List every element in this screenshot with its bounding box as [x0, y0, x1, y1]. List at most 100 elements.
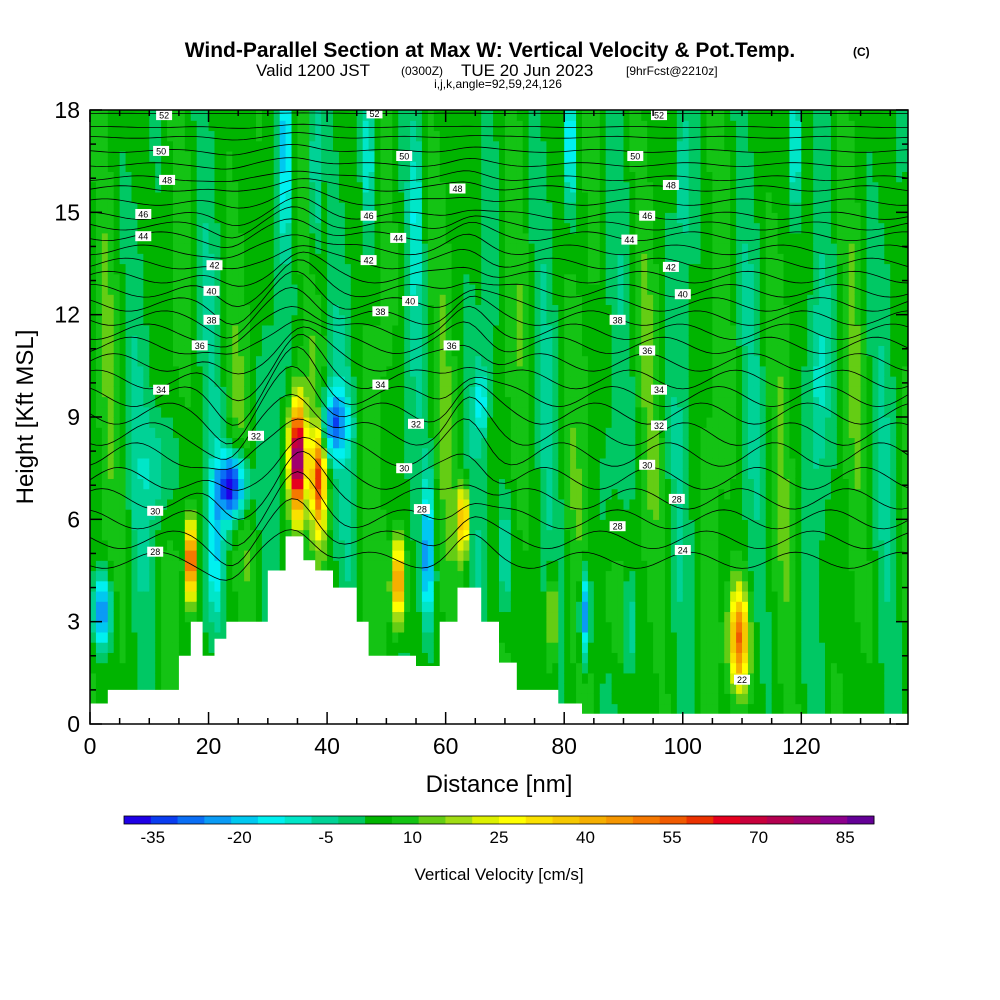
contour-line [90, 319, 908, 355]
contour-label: 30 [147, 505, 164, 516]
contour-label-text: 34 [156, 385, 166, 395]
contour-label: 30 [639, 459, 656, 470]
y-tick-label: 0 [67, 711, 80, 737]
contour-line [90, 259, 908, 308]
colorbar-swatch [231, 816, 259, 824]
forecast-label: [9hrFcst@2210z] [626, 64, 718, 78]
contour-label-text: 38 [206, 315, 216, 325]
contour-label-text: 34 [375, 380, 385, 390]
x-axis: 0 20 40 60 80 100 120 [84, 110, 891, 759]
contour-label: 40 [674, 289, 691, 300]
colorbar-swatch [525, 816, 554, 824]
contour-label: 46 [360, 210, 377, 221]
contour-label-text: 40 [206, 286, 216, 296]
contour-label-text: 46 [138, 210, 148, 220]
contour-line [90, 218, 908, 249]
contour-line [90, 498, 908, 567]
contour-label: 36 [639, 345, 656, 356]
contour-label-text: 52 [369, 109, 379, 119]
contour-label: 28 [609, 521, 626, 532]
contour-label: 46 [135, 209, 152, 220]
contour-label: 32 [651, 420, 667, 431]
contour-label-text: 50 [399, 152, 409, 162]
contour-label: 32 [408, 418, 424, 429]
contour-label-text: 50 [156, 146, 166, 156]
colorbar-swatch [847, 816, 875, 824]
contour-label-text: 48 [162, 175, 172, 185]
contour-line [90, 287, 908, 339]
colorbar-swatch [659, 816, 687, 824]
chart-title: Wind-Parallel Section at Max W: Vertical… [185, 39, 796, 62]
contour-label-text: 48 [452, 184, 462, 194]
contour-label-text: 32 [654, 421, 664, 431]
contour-line [90, 450, 908, 520]
colorbar-swatch [713, 816, 741, 824]
y-tick-label: 6 [67, 506, 80, 532]
contour-label: 50 [627, 151, 644, 162]
colorbar-swatch [766, 816, 795, 824]
contour-label-text: 30 [399, 464, 409, 474]
contour-label: 38 [203, 314, 220, 325]
contour-label: 28 [147, 546, 164, 557]
colorbar-swatch [284, 816, 312, 824]
contour-label-text: 44 [624, 235, 634, 245]
contour-label: 36 [443, 340, 460, 351]
contour-label: 34 [153, 384, 170, 395]
colorbar-tick-label: 70 [749, 828, 768, 847]
colorbar-swatch [124, 816, 152, 824]
colorbar-frame [123, 815, 875, 825]
contour-label-text: 46 [642, 211, 652, 221]
contour-label-text: 30 [642, 460, 652, 470]
contour-label-text: 24 [678, 546, 688, 556]
contour-label: 28 [413, 504, 430, 515]
colorbar-tick-label: 25 [490, 828, 509, 847]
contour-label-text: 40 [678, 290, 688, 300]
colorbar-swatch [472, 816, 500, 824]
contour-line [90, 393, 908, 460]
y-tick-label: 12 [54, 302, 80, 328]
colorbar-swatch [177, 816, 205, 824]
contour-line [90, 436, 908, 491]
contour-line [90, 187, 908, 209]
y-tick-label: 18 [54, 97, 80, 123]
colorbar-swatch [365, 816, 393, 824]
colorbar: -35 -20 -5 10 25 40 55 70 85 [123, 815, 875, 847]
contour-label: 38 [372, 306, 389, 317]
contour-line [90, 123, 908, 129]
potential-temperature-contours [90, 112, 908, 581]
valid-time-prefix: Valid 1200 JST [256, 61, 370, 80]
colorbar-tick-label: -5 [318, 828, 333, 847]
contour-label-text: 44 [138, 232, 148, 242]
contour-label: 40 [203, 285, 220, 296]
contour-label-text: 36 [642, 346, 652, 356]
copyright-mark: (C) [853, 45, 870, 59]
contour-label: 48 [159, 174, 176, 185]
contour-label-text: 32 [251, 431, 261, 441]
colorbar-swatch [606, 816, 634, 824]
colorbar-swatch [499, 816, 527, 824]
colorbar-swatch [740, 816, 768, 824]
contour-label-text: 42 [666, 262, 676, 272]
colorbar-tick-label: -20 [227, 828, 252, 847]
colorbar-swatch [793, 816, 821, 824]
contour-label-text: 42 [209, 261, 219, 271]
y-tick-label: 9 [67, 404, 80, 430]
contour-label-text: 46 [364, 211, 374, 221]
contour-line [90, 251, 908, 287]
y-tick-label: 15 [54, 199, 80, 225]
colorbar-swatch [311, 816, 339, 824]
contour-label: 50 [153, 145, 170, 156]
colorbar-tick-label: 85 [836, 828, 855, 847]
colorbar-swatch [632, 816, 661, 824]
contour-label-text: 42 [364, 256, 374, 266]
contour-line [90, 326, 908, 375]
colorbar-label: Vertical Velocity [cm/s] [414, 865, 583, 884]
contour-line [90, 346, 908, 426]
contour-label: 44 [135, 231, 152, 242]
colorbar-tick-label: -35 [141, 828, 166, 847]
colorbar-swatch [150, 816, 179, 824]
contour-line [90, 471, 908, 546]
x-tick-label: 80 [551, 733, 577, 759]
contour-label: 48 [449, 183, 466, 194]
